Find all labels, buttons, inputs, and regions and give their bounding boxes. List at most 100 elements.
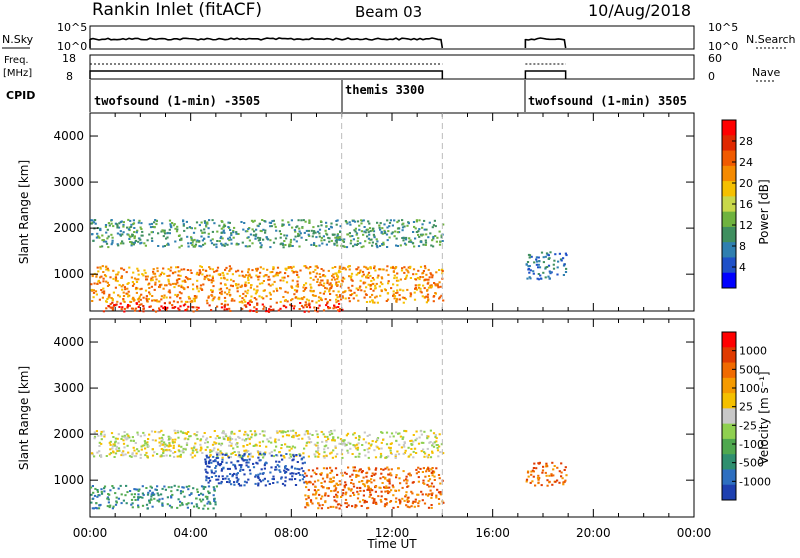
scatter-point-0-399 xyxy=(313,230,316,233)
scatter-point-3-193 xyxy=(401,486,404,489)
scatter-point-0-83 xyxy=(407,446,410,449)
scatter-point-0-288 xyxy=(263,454,266,457)
scatter-point-0-208 xyxy=(364,441,368,444)
scatter-point-1-172 xyxy=(129,490,132,492)
scatter-point-2-87 xyxy=(184,309,187,312)
scatter-point-0-472 xyxy=(138,237,141,240)
scatter-point-1-256 xyxy=(357,299,360,302)
scatter-point-1-473 xyxy=(99,276,102,279)
scatter-point-1-600 xyxy=(320,268,323,270)
scatter-point-3-2 xyxy=(538,266,542,269)
scatter-point-1-592 xyxy=(184,276,188,279)
scatter-point-3-49 xyxy=(411,481,414,484)
scatter-point-2-99 xyxy=(247,466,250,469)
scatter-point-0-103 xyxy=(133,235,136,238)
scatter-point-1-407 xyxy=(137,273,140,276)
scatter-point-0-608 xyxy=(174,432,177,435)
scatter-point-1-358 xyxy=(414,284,417,287)
scatter-point-3-361 xyxy=(364,499,367,502)
scatter-point-0-506 xyxy=(259,242,262,244)
scatter-point-0-192 xyxy=(187,242,190,245)
scatter-point-0-543 xyxy=(403,225,406,228)
scatter-point-1-670 xyxy=(105,300,108,303)
scatter-point-1-81 xyxy=(295,290,298,293)
scatter-point-1-805 xyxy=(355,268,358,271)
scatter-point-0-505 xyxy=(402,444,405,446)
scatter-point-0-582 xyxy=(281,219,284,222)
scatter-point-2-228 xyxy=(222,478,225,480)
scatter-point-0-538 xyxy=(107,246,110,249)
scatter-point-0-40 xyxy=(160,440,163,443)
scatter-point-0-18 xyxy=(376,437,380,440)
scatter-point-0-644 xyxy=(423,451,426,454)
velocity-frame xyxy=(89,318,695,518)
scatter-point-0-433 xyxy=(180,238,183,241)
scatter-point-3-194 xyxy=(324,501,327,504)
scatter-point-0-561 xyxy=(143,434,146,437)
scatter-point-1-152 xyxy=(219,282,222,285)
scatter-point-1-798 xyxy=(362,273,365,276)
scatter-point-2-131 xyxy=(205,476,208,479)
freq-trace-0 xyxy=(89,70,444,79)
scatter-point-0-452 xyxy=(371,229,374,232)
scatter-point-1-611 xyxy=(357,288,360,291)
scatter-point-3-173 xyxy=(422,467,425,470)
scatter-point-0-46 xyxy=(395,439,398,442)
scatter-point-1-767 xyxy=(99,267,102,270)
scatter-point-0-533 xyxy=(420,234,423,237)
xtick-label-3: 12:00 xyxy=(375,526,410,540)
scatter-point-3-68 xyxy=(327,487,330,490)
scatter-point-1-203 xyxy=(137,490,140,492)
scatter-point-1-105 xyxy=(374,296,377,299)
scatter-point-0-353 xyxy=(185,443,189,446)
scatter-point-3-231 xyxy=(387,480,390,482)
scatter-point-1-742 xyxy=(102,277,105,280)
scatter-point-0-365 xyxy=(143,440,146,443)
scatter-point-3-238 xyxy=(340,504,343,507)
scatter-point-0-246 xyxy=(303,447,306,450)
scatter-point-0-182 xyxy=(146,455,149,458)
scatter-point-0-423 xyxy=(396,450,399,453)
scatter-point-0-600 xyxy=(134,239,137,242)
scatter-point-0-328 xyxy=(317,447,320,449)
scatter-point-0-404 xyxy=(132,242,135,244)
scatter-point-0-309 xyxy=(190,237,193,240)
scatter-point-0-187 xyxy=(346,233,350,236)
scatter-point-0-574 xyxy=(403,242,407,245)
scatter-point-2-130 xyxy=(206,471,209,474)
scatter-point-0-190 xyxy=(263,220,266,222)
scatter-point-1-564 xyxy=(367,276,370,279)
scatter-point-2-18 xyxy=(294,478,297,480)
scatter-point-1-47 xyxy=(181,503,184,506)
colorbar-tick-label-0: 1000 xyxy=(739,345,767,358)
scatter-point-0-410 xyxy=(280,447,283,450)
scatter-point-2-174 xyxy=(224,477,227,480)
scatter-point-1-205 xyxy=(176,489,179,492)
scatter-point-0-525 xyxy=(343,238,346,241)
scatter-point-0-673 xyxy=(221,456,224,459)
scatter-point-0-382 xyxy=(157,232,160,235)
scatter-point-1-597 xyxy=(309,277,312,279)
scatter-point-1-384 xyxy=(427,281,430,284)
scatter-point-0-277 xyxy=(246,230,249,233)
scatter-point-3-34 xyxy=(529,277,532,280)
scatter-point-0-363 xyxy=(322,433,325,436)
scatter-point-1-186 xyxy=(207,490,210,493)
scatter-point-1-690 xyxy=(317,299,320,302)
scatter-point-0-661 xyxy=(164,232,167,235)
scatter-point-1-417 xyxy=(271,271,274,273)
scatter-point-0-661 xyxy=(293,446,297,449)
nsky-panel: N.Sky 10^5 10^0 10^5 10^0 N.Search xyxy=(2,21,796,53)
scatter-point-2-94 xyxy=(327,307,330,310)
scatter-point-0-273 xyxy=(414,447,417,450)
scatter-point-1-680 xyxy=(226,278,229,281)
scatter-point-0-524 xyxy=(432,235,435,238)
scatter-point-1-4 xyxy=(106,496,110,499)
scatter-point-0-238 xyxy=(362,245,365,248)
scatter-point-3-45 xyxy=(333,499,336,502)
scatter-point-2-152 xyxy=(220,302,223,305)
scatter-point-1-553 xyxy=(199,265,202,268)
scatter-point-0-263 xyxy=(199,438,203,441)
scatter-point-3-319 xyxy=(304,494,307,497)
